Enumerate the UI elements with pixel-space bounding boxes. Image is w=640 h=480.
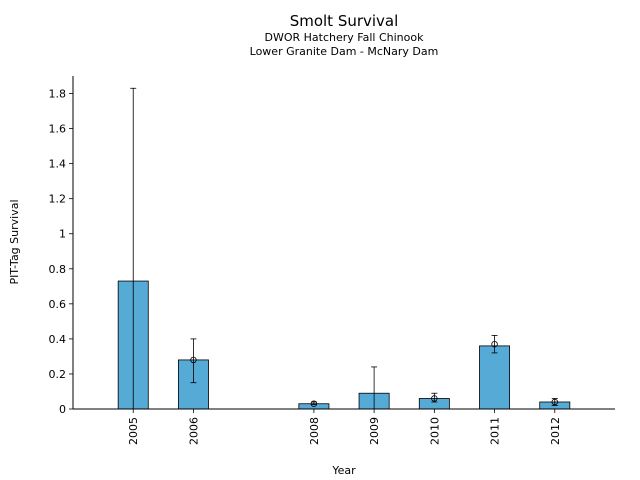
point-estimate-2008 <box>310 400 318 407</box>
y-tick-label-0.2: 0.2 <box>49 368 67 381</box>
x-tick-label-2008: 2008 <box>308 417 321 445</box>
y-tick-label-0.8: 0.8 <box>49 263 67 276</box>
x-axis-label: Year <box>331 464 356 477</box>
y-tick-label-1.8: 1.8 <box>49 88 67 101</box>
error-bars-group <box>130 87 558 409</box>
chart-subtitle-2: Lower Granite Dam - McNary Dam <box>249 45 439 58</box>
y-tick-label-0.4: 0.4 <box>49 333 67 346</box>
y-axis-label: PIT-Tag Survival <box>8 199 21 284</box>
point-estimates-group <box>190 340 558 407</box>
y-ticks-group: 0 0.2 0.4 0.6 0.8 1 1.2 1.4 1.6 1.8 <box>49 88 73 416</box>
x-ticks-group: 2005 2006 2008 2009 2010 2011 2012 <box>127 409 562 445</box>
x-tick-label-2006: 2006 <box>187 417 200 445</box>
x-tick-label-2010: 2010 <box>428 417 441 445</box>
point-estimate-2010 <box>431 395 438 402</box>
x-tick-label-2009: 2009 <box>368 417 381 445</box>
point-estimate-2012 <box>551 398 558 406</box>
chart-title: Smolt Survival <box>289 12 399 30</box>
y-tick-label-1.2: 1.2 <box>49 193 67 206</box>
y-tick-label-1.6: 1.6 <box>49 123 67 136</box>
bar-2011 <box>479 345 511 410</box>
point-estimate-2011 <box>491 340 498 348</box>
x-tick-label-2012: 2012 <box>549 417 562 445</box>
y-tick-label-1.4: 1.4 <box>49 158 67 171</box>
x-tick-label-2011: 2011 <box>489 417 502 445</box>
point-estimate-2006 <box>190 356 197 364</box>
bars-group <box>117 280 571 410</box>
x-tick-label-2005: 2005 <box>127 417 140 445</box>
y-tick-label-1: 1 <box>59 228 66 241</box>
y-tick-label-0: 0 <box>59 403 66 416</box>
chart-subtitle-1: DWOR Hatchery Fall Chinook <box>264 31 424 44</box>
y-tick-label-0.6: 0.6 <box>49 298 67 311</box>
